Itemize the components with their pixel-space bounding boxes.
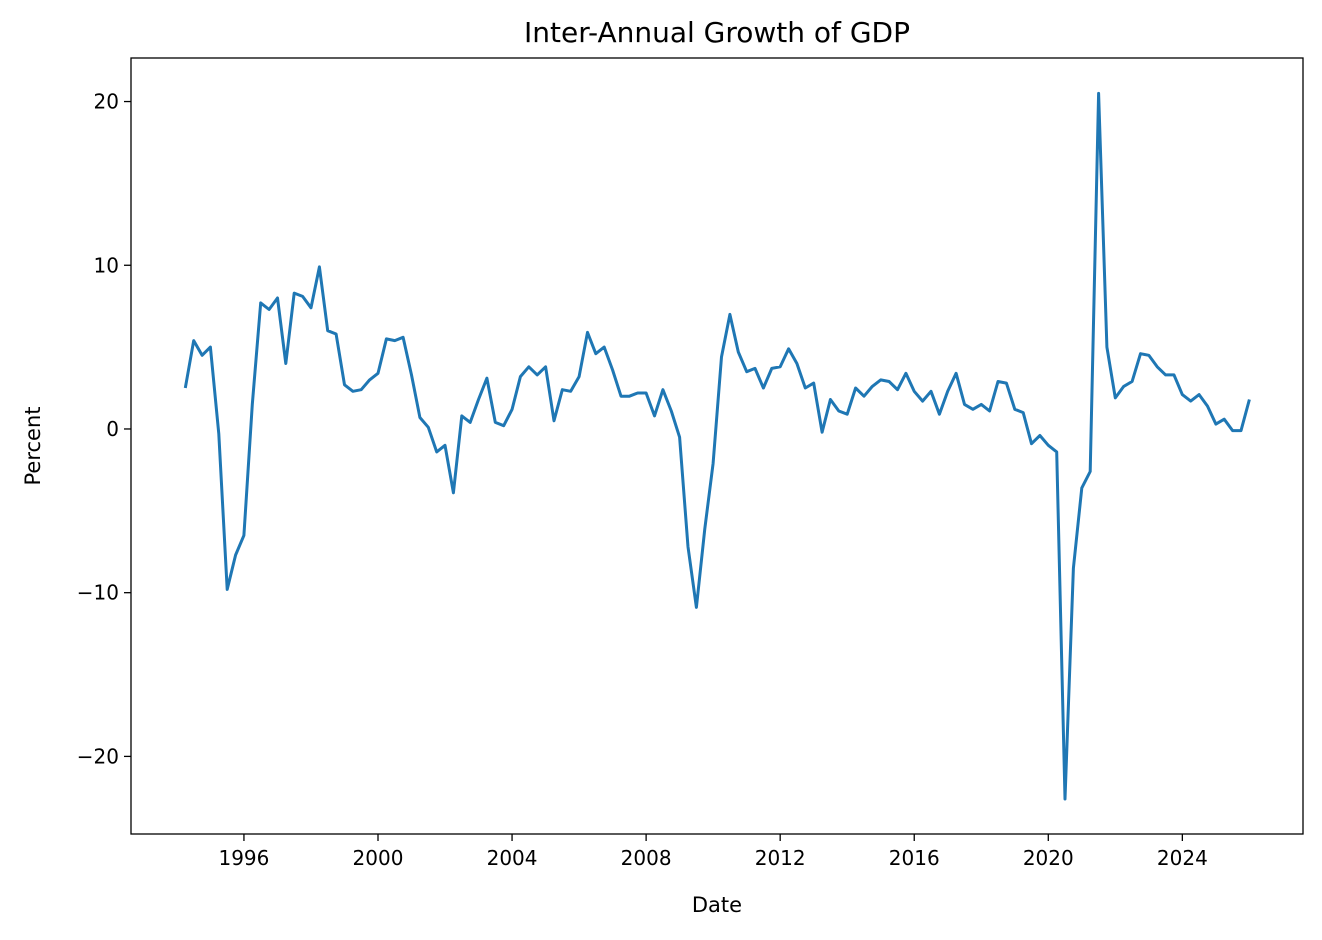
- x-tick-label: 2012: [755, 846, 806, 870]
- x-axis-ticks: 1996 2000 2004 2008 2012 2016 2020 2024: [218, 834, 1207, 870]
- chart-title: Inter-Annual Growth of GDP: [524, 16, 910, 49]
- x-axis-label: Date: [692, 893, 742, 917]
- x-tick-label: 2020: [1023, 846, 1074, 870]
- y-tick-label: 20: [94, 90, 119, 114]
- y-axis-label: Percent: [21, 406, 45, 485]
- y-axis-ticks: −20 −10 0 10 20: [77, 90, 131, 769]
- x-tick-label: 2008: [621, 846, 672, 870]
- y-tick-label: 0: [106, 417, 119, 441]
- x-tick-label: 2024: [1157, 846, 1208, 870]
- x-tick-label: 2000: [353, 846, 404, 870]
- series-line: [185, 93, 1249, 799]
- y-tick-label: −10: [77, 581, 119, 605]
- x-tick-label: 2016: [889, 846, 940, 870]
- y-tick-label: −20: [77, 744, 119, 768]
- x-tick-label: 1996: [218, 846, 269, 870]
- y-tick-label: 10: [94, 253, 119, 277]
- x-tick-label: 2004: [487, 846, 538, 870]
- plot-area-frame: [131, 58, 1303, 834]
